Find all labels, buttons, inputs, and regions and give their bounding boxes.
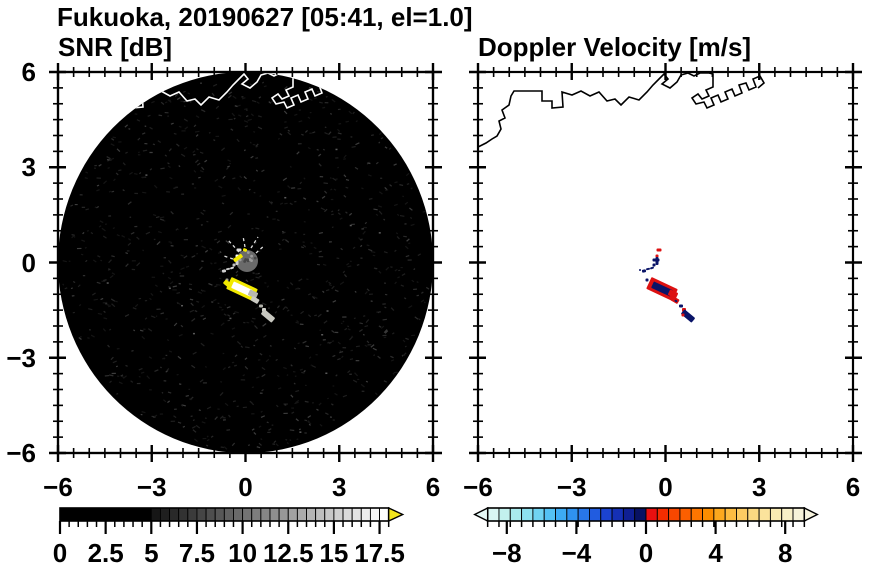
figure-root: Fukuoka, 20190627 [05:41, el=1.0] SNR [d… [6, 2, 862, 568]
figure-canvas [49, 63, 862, 534]
